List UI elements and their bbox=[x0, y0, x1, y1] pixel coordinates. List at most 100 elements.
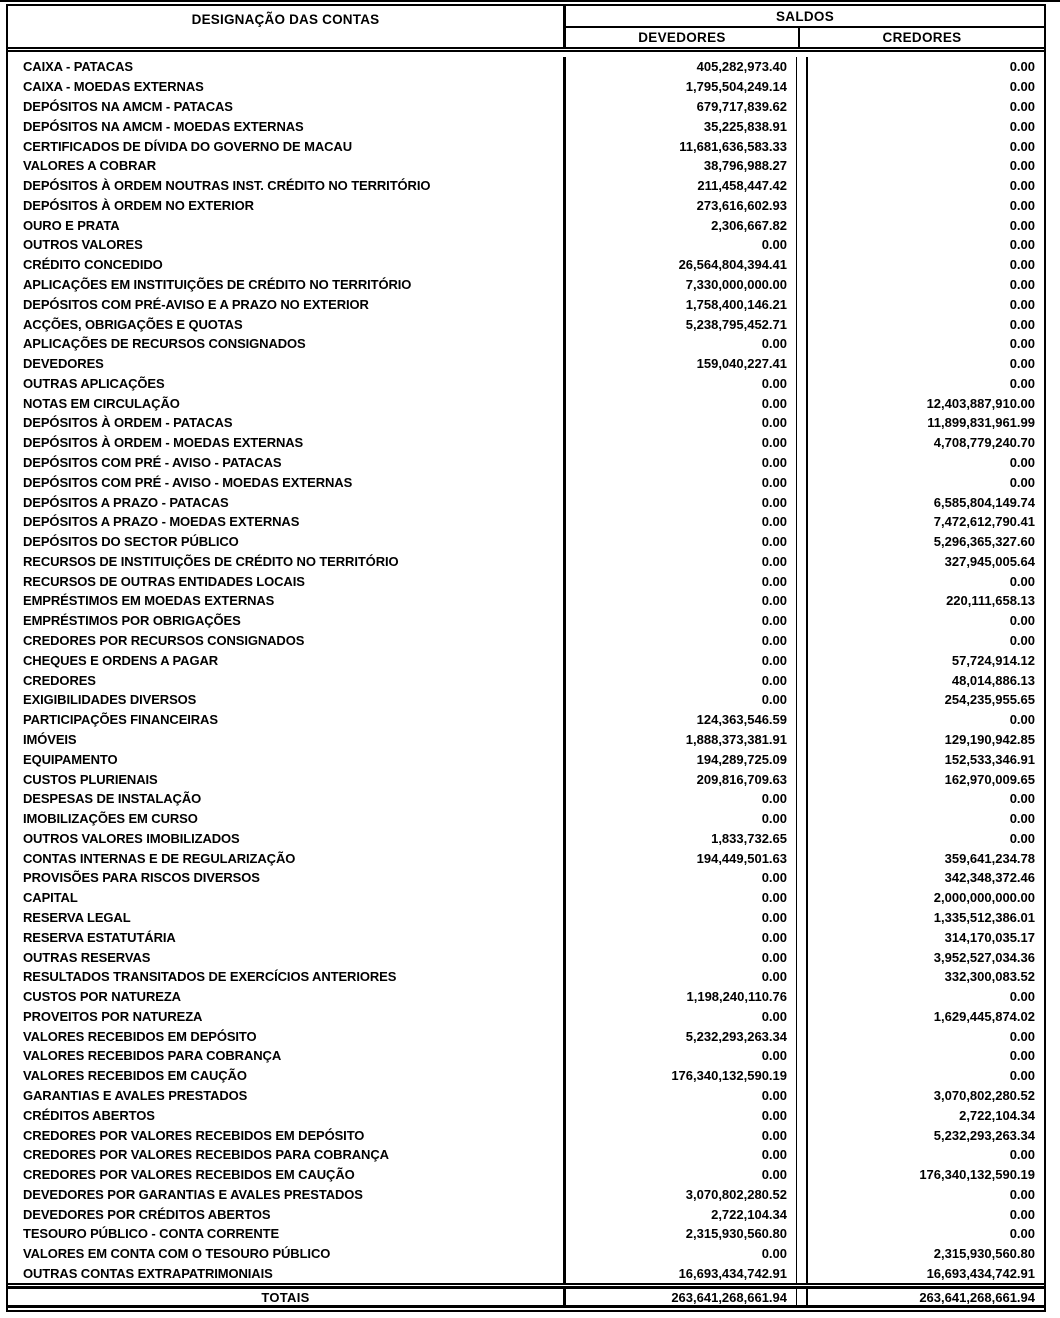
column-divider-gap bbox=[797, 235, 806, 255]
table-row: CRÉDITOS ABERTOS 0.00 2,722,104.34 bbox=[8, 1105, 1044, 1126]
column-divider-gap bbox=[797, 77, 806, 97]
account-name: APLICAÇÕES EM INSTITUIÇÕES DE CRÉDITO NO… bbox=[8, 274, 566, 295]
devedores-value: 38,796,988.27 bbox=[566, 155, 797, 176]
credores-value: 0.00 bbox=[806, 1046, 1044, 1066]
table-row: CONTAS INTERNAS E DE REGULARIZAÇÃO 194,4… bbox=[8, 848, 1044, 869]
table-row: OURO E PRATA 2,306,667.82 0.00 bbox=[8, 215, 1044, 236]
column-divider-gap bbox=[797, 532, 806, 552]
devedores-value: 0.00 bbox=[566, 591, 797, 611]
credores-value: 7,472,612,790.41 bbox=[806, 511, 1044, 532]
table-row: DEPÓSITOS COM PRÉ - AVISO - MOEDAS EXTER… bbox=[8, 472, 1044, 493]
column-divider-gap bbox=[797, 413, 806, 433]
devedores-value: 1,795,504,249.14 bbox=[566, 76, 797, 97]
account-name: RESERVA ESTATUTÁRIA bbox=[8, 927, 566, 948]
column-divider-gap bbox=[797, 888, 806, 908]
column-divider-gap bbox=[797, 571, 806, 591]
account-name: OUTROS VALORES bbox=[8, 235, 566, 255]
column-divider-gap bbox=[797, 908, 806, 928]
table-row: CUSTOS PLURIENAIS 209,816,709.63 162,970… bbox=[8, 769, 1044, 789]
saldos-header-group: SALDOS DEVEDORES CREDORES bbox=[566, 6, 1044, 47]
column-divider-gap bbox=[797, 1289, 806, 1305]
column-divider-gap bbox=[797, 57, 806, 77]
table-row: PARTICIPAÇÕES FINANCEIRAS 124,363,546.59… bbox=[8, 709, 1044, 730]
table-row: EXIGIBILIDADES DIVERSOS 0.00 254,235,955… bbox=[8, 690, 1044, 710]
table-row: DEPÓSITOS COM PRÉ - AVISO - PATACAS 0.00… bbox=[8, 452, 1044, 473]
table-row: RECURSOS DE INSTITUIÇÕES DE CRÉDITO NO T… bbox=[8, 551, 1044, 572]
credores-value: 0.00 bbox=[806, 610, 1044, 631]
table-row: VALORES EM CONTA COM O TESOURO PÚBLICO 0… bbox=[8, 1243, 1044, 1264]
table-row: DEPÓSITOS À ORDEM NO EXTERIOR 273,616,60… bbox=[8, 195, 1044, 216]
table-row: CRÉDITO CONCEDIDO 26,564,804,394.41 0.00 bbox=[8, 254, 1044, 275]
column-divider-gap bbox=[797, 1125, 806, 1145]
devedores-value: 209,816,709.63 bbox=[566, 769, 797, 789]
credores-value: 2,722,104.34 bbox=[806, 1105, 1044, 1126]
column-divider-gap bbox=[797, 749, 806, 769]
table-row: RESULTADOS TRANSITADOS DE EXERCÍCIOS ANT… bbox=[8, 966, 1044, 987]
table-row: CREDORES POR VALORES RECEBIDOS EM CAUÇÃO… bbox=[8, 1164, 1044, 1185]
credores-value: 327,945,005.64 bbox=[806, 551, 1044, 572]
table-row: DEPÓSITOS COM PRÉ-AVISO E A PRAZO NO EXT… bbox=[8, 294, 1044, 315]
account-name: EXIGIBILIDADES DIVERSOS bbox=[8, 690, 566, 710]
saldos-subheader-row: DEVEDORES CREDORES bbox=[566, 28, 1044, 47]
table-row: DEVEDORES POR GARANTIAS E AVALES PRESTAD… bbox=[8, 1184, 1044, 1205]
column-divider-gap bbox=[797, 1105, 806, 1125]
credores-value: 0.00 bbox=[806, 294, 1044, 315]
credores-value: 0.00 bbox=[806, 215, 1044, 236]
devedores-value: 0.00 bbox=[566, 571, 797, 592]
column-divider-gap bbox=[797, 136, 806, 156]
column-divider-gap bbox=[797, 354, 806, 374]
column-divider-gap bbox=[797, 492, 806, 512]
credores-value: 0.00 bbox=[806, 472, 1044, 493]
credores-value: 359,641,234.78 bbox=[806, 848, 1044, 869]
credores-value: 254,235,955.65 bbox=[806, 690, 1044, 710]
credores-value: 6,585,804,149.74 bbox=[806, 492, 1044, 512]
account-name: VALORES RECEBIDOS EM DEPÓSITO bbox=[8, 1026, 566, 1047]
account-name: OURO E PRATA bbox=[8, 215, 566, 236]
credores-value: 11,899,831,961.99 bbox=[806, 413, 1044, 433]
table-row: OUTROS VALORES IMOBILIZADOS 1,833,732.65… bbox=[8, 828, 1044, 849]
table-bottom-border bbox=[8, 1305, 1044, 1312]
column-divider-gap bbox=[797, 710, 806, 730]
table-row: GARANTIAS E AVALES PRESTADOS 0.00 3,070,… bbox=[8, 1085, 1044, 1106]
devedores-value: 0.00 bbox=[566, 966, 797, 987]
column-divider-gap bbox=[797, 1086, 806, 1106]
devedores-value: 0.00 bbox=[566, 333, 797, 354]
devedores-value: 0.00 bbox=[566, 1046, 797, 1066]
table-row: DEVEDORES POR CRÉDITOS ABERTOS 2,722,104… bbox=[8, 1204, 1044, 1225]
table-row: OUTRAS CONTAS EXTRAPATRIMONIAIS 16,693,4… bbox=[8, 1263, 1044, 1283]
account-name: OUTRAS CONTAS EXTRAPATRIMONIAIS bbox=[8, 1263, 566, 1283]
column-divider-gap bbox=[797, 275, 806, 295]
credores-value: 0.00 bbox=[806, 828, 1044, 849]
credores-value: 0.00 bbox=[806, 808, 1044, 829]
column-divider-gap bbox=[797, 591, 806, 611]
column-divider-gap bbox=[797, 927, 806, 947]
table-row: DEPÓSITOS À ORDEM - MOEDAS EXTERNAS 0.00… bbox=[8, 432, 1044, 453]
credores-value: 0.00 bbox=[806, 155, 1044, 176]
column-divider-gap bbox=[797, 1244, 806, 1264]
devedores-value: 0.00 bbox=[566, 650, 797, 671]
credores-value: 220,111,658.13 bbox=[806, 591, 1044, 611]
column-divider-gap bbox=[797, 828, 806, 848]
column-divider-gap bbox=[797, 868, 806, 888]
credores-value: 0.00 bbox=[806, 175, 1044, 196]
devedores-value: 0.00 bbox=[566, 1105, 797, 1126]
account-name: EQUIPAMENTO bbox=[8, 749, 566, 770]
devedores-value: 0.00 bbox=[566, 1164, 797, 1185]
devedores-value: 0.00 bbox=[566, 511, 797, 532]
account-name: CREDORES bbox=[8, 670, 566, 690]
column-divider-gap bbox=[797, 1066, 806, 1086]
credores-value: 0.00 bbox=[806, 235, 1044, 255]
devedores-value: 2,722,104.34 bbox=[566, 1204, 797, 1225]
account-name: CONTAS INTERNAS E DE REGULARIZAÇÃO bbox=[8, 848, 566, 869]
table-row: RESERVA LEGAL 0.00 1,335,512,386.01 bbox=[8, 907, 1044, 928]
account-name: IMOBILIZAÇÕES EM CURSO bbox=[8, 808, 566, 829]
credores-value: 0.00 bbox=[806, 1026, 1044, 1047]
column-divider-gap bbox=[797, 255, 806, 275]
account-name: CAIXA - PATACAS bbox=[8, 57, 566, 77]
credores-value: 0.00 bbox=[806, 630, 1044, 651]
credores-value: 0.00 bbox=[806, 254, 1044, 275]
account-name: DEVEDORES POR GARANTIAS E AVALES PRESTAD… bbox=[8, 1184, 566, 1205]
account-name: DEPÓSITOS À ORDEM NOUTRAS INST. CRÉDITO … bbox=[8, 175, 566, 196]
column-divider-gap bbox=[797, 176, 806, 196]
account-name: CUSTOS PLURIENAIS bbox=[8, 769, 566, 789]
